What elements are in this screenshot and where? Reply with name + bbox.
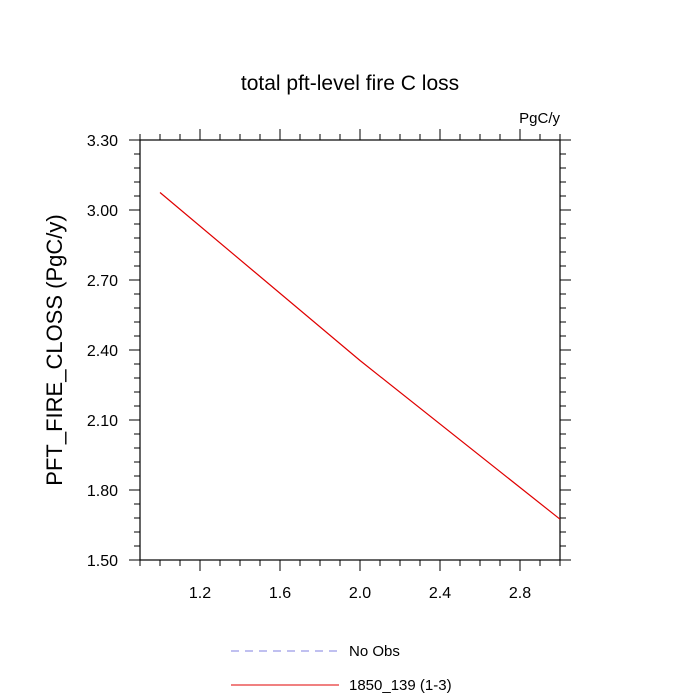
x-tick-label: 2.4: [429, 585, 451, 602]
plot-border: [139, 139, 561, 561]
x-tick-label: 1.2: [189, 585, 211, 602]
y-tick-label: 3.30: [87, 133, 118, 150]
y-tick-label: 2.40: [87, 343, 118, 360]
series-line: [159, 192, 561, 520]
plot-frame: [139, 139, 561, 561]
y-tick-label: 1.80: [87, 483, 118, 500]
x-tick-label: 2.8: [509, 585, 531, 602]
y-tick-label: 3.00: [87, 203, 118, 220]
series-layer: [159, 192, 561, 520]
x-tick-label: 2.0: [349, 585, 371, 602]
axis-ticks: 1.2 1.6 2.0 2.4 2.8 1.50 1.80 2.10 2.40 2.70 3.00 3…: [87, 129, 571, 602]
chart-title: total pft-level fire C loss: [241, 72, 459, 95]
y-tick-label: 2.70: [87, 273, 118, 290]
y-tick-label: 2.10: [87, 413, 118, 430]
y-tick-label: 1.50: [87, 553, 118, 570]
legend-label: No Obs: [349, 643, 400, 660]
x-tick-label: 1.6: [269, 585, 291, 602]
legend: No Obs 1850_139 (1-3): [231, 643, 452, 694]
y-axis-label: PFT_FIRE_CLOSS (PgC/y): [42, 214, 67, 485]
legend-label: 1850_139 (1-3): [349, 677, 452, 694]
units-label: PgC/y: [519, 110, 560, 127]
